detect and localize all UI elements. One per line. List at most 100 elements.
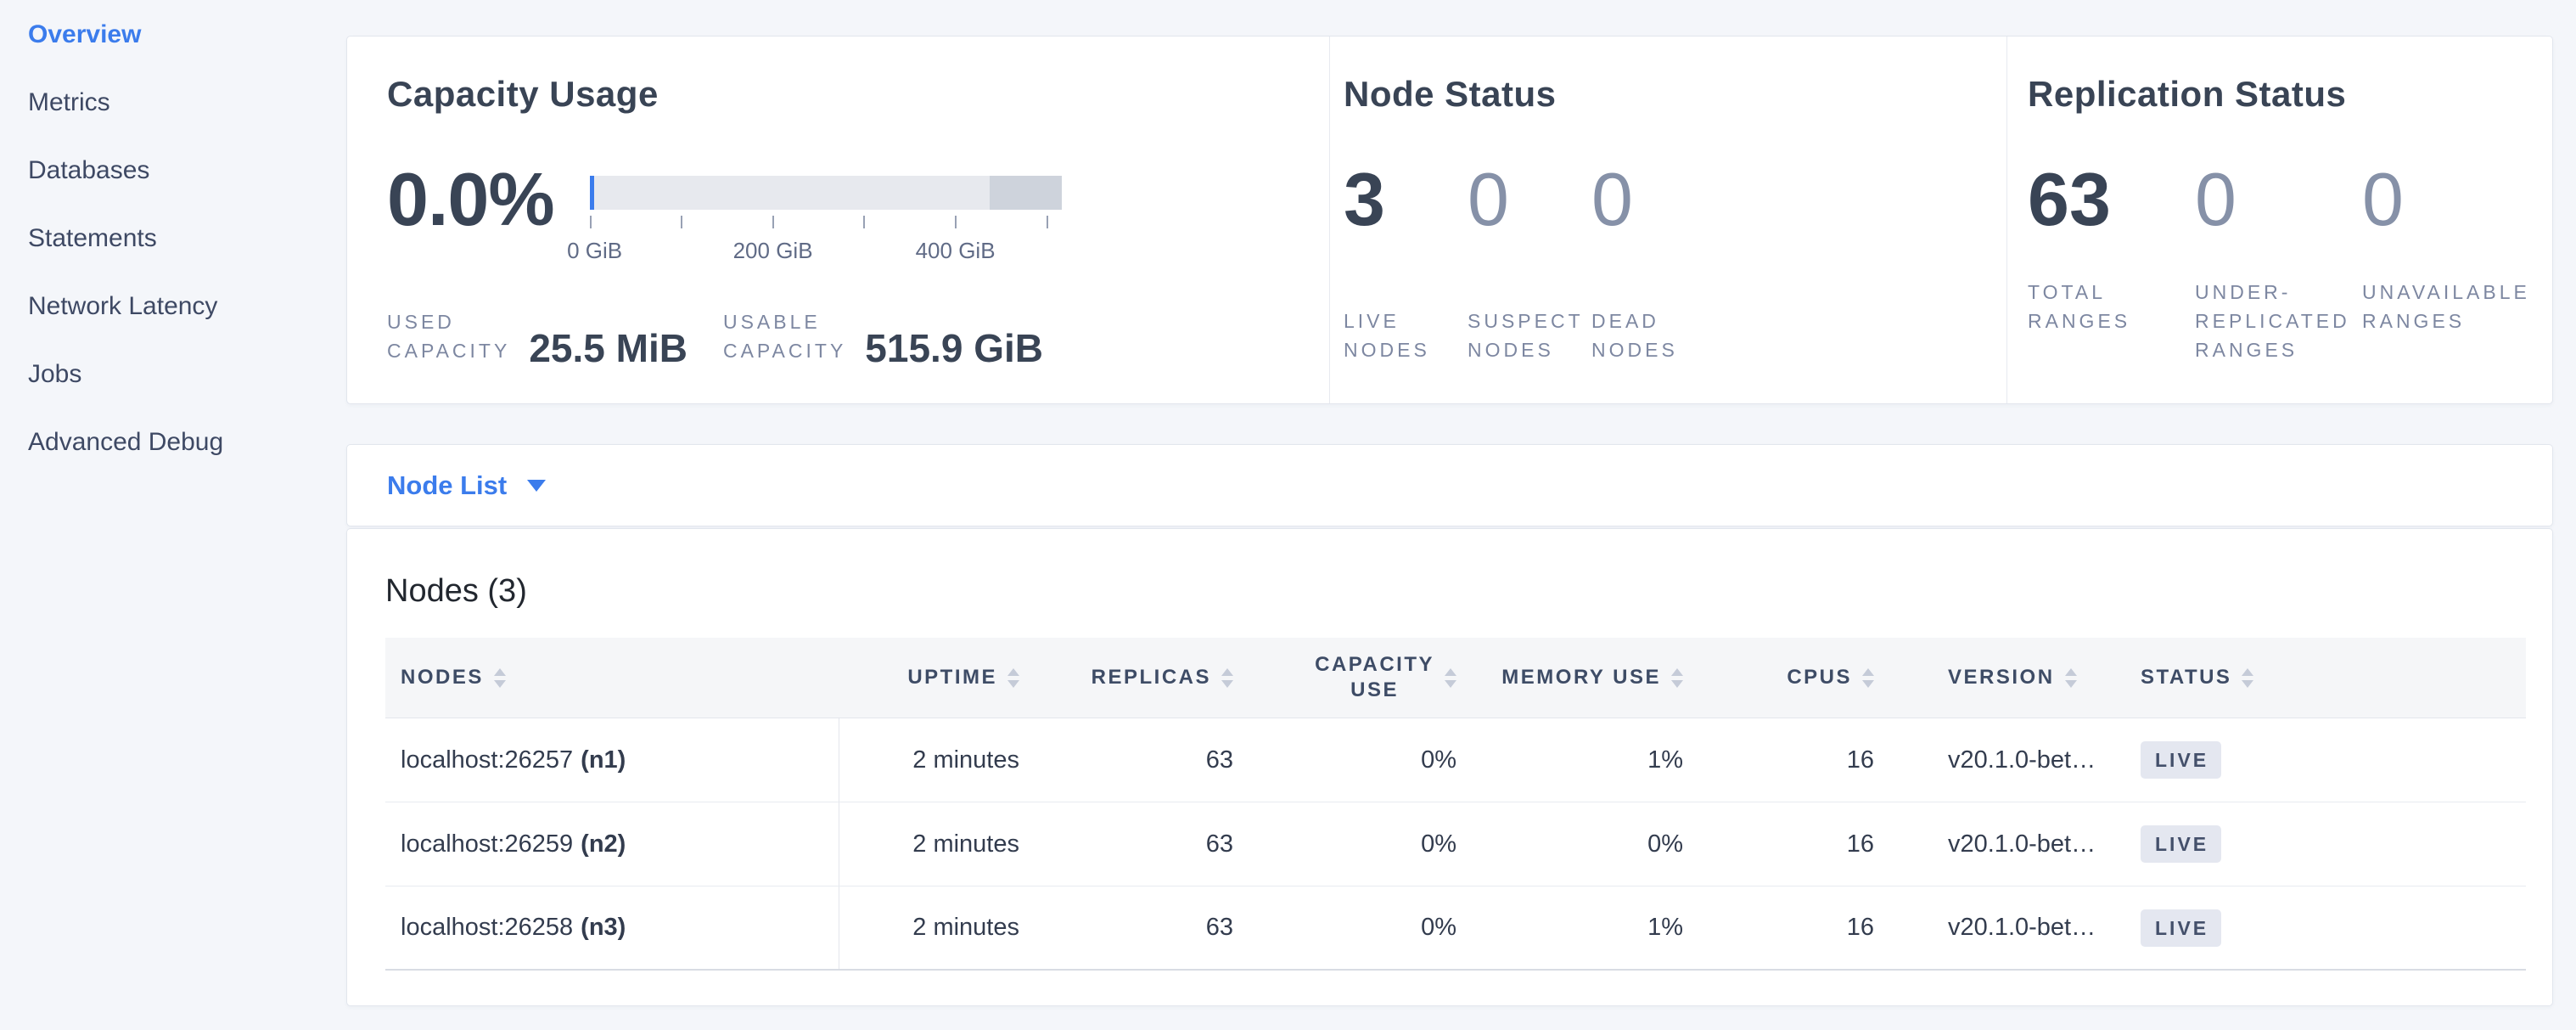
node-list-dropdown[interactable]: Node List (346, 444, 2553, 526)
capacity-gauge-reserved-segment (989, 176, 1062, 210)
replicas-cell: 63 (1205, 914, 1233, 941)
dead-nodes-value: 0 (1591, 157, 1633, 241)
sort-icon[interactable] (1221, 667, 1233, 688)
sort-icon[interactable] (1671, 667, 1683, 688)
sidebar-item-metrics[interactable]: Metrics (28, 88, 110, 116)
node-address-cell[interactable]: localhost:26258 (n3) (385, 886, 839, 969)
chevron-down-icon (527, 479, 547, 492)
status-cell: LIVE (2139, 741, 2526, 779)
sidebar-item-overview[interactable]: Overview (28, 20, 142, 48)
status-badge: LIVE (2141, 741, 2222, 779)
column-header-cpus[interactable]: CPUS (1683, 638, 1874, 718)
axis-label-200gib: 200 GiB (732, 238, 813, 263)
node-id: (n3) (581, 914, 626, 941)
sidebar-item-statements[interactable]: Statements (28, 224, 157, 252)
used-capacity-label: USED CAPACITY (387, 311, 511, 362)
nodes-table: NODES UPTIME REPLICAS CAPACITY USE MEMOR… (385, 638, 2526, 971)
column-header-capacity-use[interactable]: CAPACITY USE (1233, 638, 1456, 718)
suspect-nodes-label: SUSPECT NODES (1468, 310, 1584, 361)
cluster-summary-card: Capacity Usage 0.0% 0 GiB 200 (346, 36, 2553, 404)
sidebar-item-advanced-debug[interactable]: Advanced Debug (28, 428, 224, 456)
capacity-gauge-bar (589, 176, 1062, 210)
column-header-status[interactable]: STATUS (2139, 638, 2526, 718)
capacity-gauge-used-segment (589, 176, 594, 210)
node-status-values: 3 0 0 (1344, 162, 1715, 237)
sidebar-item-network-latency[interactable]: Network Latency (28, 292, 218, 320)
sort-icon[interactable] (1862, 667, 1874, 688)
node-status-section: Node Status 3 0 0 LIVE NODES SUSPECT NOD… (1329, 37, 2006, 403)
node-address-cell[interactable]: localhost:26259 (n2) (385, 802, 839, 886)
under-replicated-ranges-value: 0 (2195, 157, 2236, 241)
capacity-percent-value: 0.0% (387, 157, 555, 241)
status-cell: LIVE (2139, 825, 2526, 863)
node-id: (n1) (581, 746, 626, 774)
column-header-version[interactable]: VERSION (1874, 638, 2139, 718)
table-row[interactable]: localhost:26257 (n1) 2 minutes 63 0% 1% … (385, 718, 2526, 802)
nodes-table-title: Nodes (3) (385, 573, 527, 609)
version-cell: v20.1.0-bet… (1948, 746, 2096, 774)
capacity-gauge-ticks (589, 216, 1062, 234)
capacity-stats: USED CAPACITY 25.5 MiB USABLE CAPACITY 5… (387, 307, 1043, 368)
table-row[interactable]: localhost:26259 (n2) 2 minutes 63 0% 0% … (385, 802, 2526, 886)
status-badge: LIVE (2141, 825, 2222, 863)
replicas-cell: 63 (1205, 830, 1233, 858)
usable-capacity-value: 515.9 GiB (865, 326, 1043, 370)
used-capacity-value: 25.5 MiB (529, 326, 687, 370)
column-header-uptime[interactable]: UPTIME (839, 638, 1019, 718)
replication-status-title: Replication Status (2028, 74, 2347, 114)
cpus-cell: 16 (1846, 914, 1874, 941)
unavailable-ranges-value: 0 (2362, 157, 2404, 241)
node-list-dropdown-label[interactable]: Node List (387, 470, 508, 500)
sidebar-item-jobs[interactable]: Jobs (28, 360, 82, 388)
capacity-use-cell: 0% (1421, 914, 1456, 941)
capacity-usage-section: Capacity Usage 0.0% 0 GiB 200 (347, 37, 1329, 403)
total-ranges-value: 63 (2028, 157, 2111, 241)
replicas-cell: 63 (1205, 746, 1233, 774)
live-nodes-value: 3 (1344, 157, 1385, 241)
uptime-cell: 2 minutes (912, 746, 1019, 774)
sidebar: Overview Metrics Databases Statements Ne… (28, 22, 317, 498)
dead-nodes-label: DEAD NODES (1591, 310, 1678, 361)
table-row[interactable]: localhost:26258 (n3) 2 minutes 63 0% 1% … (385, 886, 2526, 971)
column-header-replicas[interactable]: REPLICAS (1019, 638, 1233, 718)
capacity-use-cell: 0% (1421, 746, 1456, 774)
version-cell: v20.1.0-bet… (1948, 830, 2096, 858)
cpus-cell: 16 (1846, 830, 1874, 858)
total-ranges-label: TOTAL RANGES (2028, 281, 2131, 332)
node-id: (n2) (581, 830, 626, 858)
uptime-cell: 2 minutes (912, 914, 1019, 941)
under-replicated-ranges-label: UNDER- REPLICATED RANGES (2195, 281, 2350, 361)
sort-icon[interactable] (2064, 667, 2077, 688)
node-status-title: Node Status (1344, 74, 1557, 114)
node-address-cell[interactable]: localhost:26257 (n1) (385, 718, 839, 802)
capacity-gauge: 0 GiB 200 GiB 400 GiB (567, 176, 1062, 263)
uptime-cell: 2 minutes (912, 830, 1019, 858)
live-nodes-label: LIVE NODES (1344, 310, 1430, 361)
replication-status-section: Replication Status 63 0 0 TOTAL RANGES U… (2006, 37, 2552, 403)
sort-icon[interactable] (1445, 667, 1456, 688)
capacity-use-cell: 0% (1421, 830, 1456, 858)
memory-use-cell: 0% (1647, 830, 1683, 858)
nodes-table-card: Nodes (3) NODES UPTIME REPLICAS CAPACITY… (346, 528, 2553, 1006)
version-cell: v20.1.0-bet… (1948, 914, 2096, 941)
sidebar-item-databases[interactable]: Databases (28, 156, 150, 184)
sort-icon[interactable] (1007, 667, 1019, 688)
nodes-table-header: NODES UPTIME REPLICAS CAPACITY USE MEMOR… (385, 638, 2526, 718)
axis-label-400gib: 400 GiB (915, 238, 996, 263)
sort-icon[interactable] (2242, 667, 2254, 688)
replication-status-labels: TOTAL RANGES UNDER- REPLICATED RANGES UN… (2028, 278, 2529, 364)
capacity-usage-title: Capacity Usage (387, 74, 659, 114)
axis-label-0gib: 0 GiB (567, 238, 623, 263)
sort-icon[interactable] (493, 667, 506, 688)
unavailable-ranges-label: UNAVAILABLE RANGES (2362, 281, 2530, 332)
column-header-nodes[interactable]: NODES (385, 638, 839, 718)
usable-capacity-label: USABLE CAPACITY (722, 311, 847, 362)
cpus-cell: 16 (1846, 746, 1874, 774)
suspect-nodes-value: 0 (1468, 157, 1509, 241)
status-badge: LIVE (2141, 909, 2222, 947)
capacity-gauge-axis-labels: 0 GiB 200 GiB 400 GiB (567, 238, 1062, 263)
column-header-memory-use[interactable]: MEMORY USE (1456, 638, 1683, 718)
memory-use-cell: 1% (1647, 746, 1683, 774)
replication-status-values: 63 0 0 (2028, 162, 2529, 237)
capacity-gauge-row: 0.0% 0 GiB 200 GiB 400 GiB (387, 162, 1062, 263)
